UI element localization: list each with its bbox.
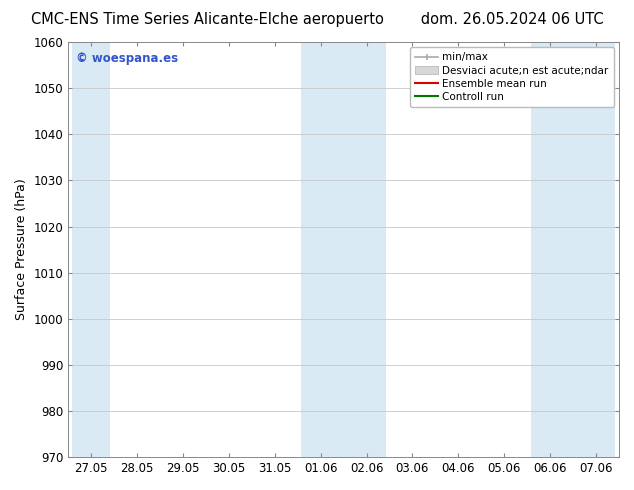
Bar [531, 42, 616, 457]
Legend: min/max, Desviaci acute;n est acute;ndar, Ensemble mean run, Controll run: min/max, Desviaci acute;n est acute;ndar… [410, 47, 614, 107]
Y-axis label: Surface Pressure (hPa): Surface Pressure (hPa) [15, 179, 28, 320]
Text: CMC-ENS Time Series Alicante-Elche aeropuerto        dom. 26.05.2024 06 UTC: CMC-ENS Time Series Alicante-Elche aerop… [30, 12, 604, 27]
Text: © woespana.es: © woespana.es [77, 52, 179, 66]
Bar [72, 42, 110, 457]
Bar [301, 42, 386, 457]
